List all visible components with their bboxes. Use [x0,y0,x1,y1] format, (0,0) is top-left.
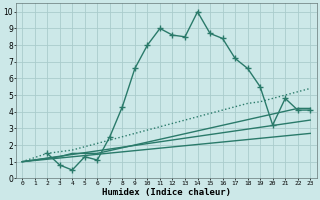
X-axis label: Humidex (Indice chaleur): Humidex (Indice chaleur) [102,188,231,197]
